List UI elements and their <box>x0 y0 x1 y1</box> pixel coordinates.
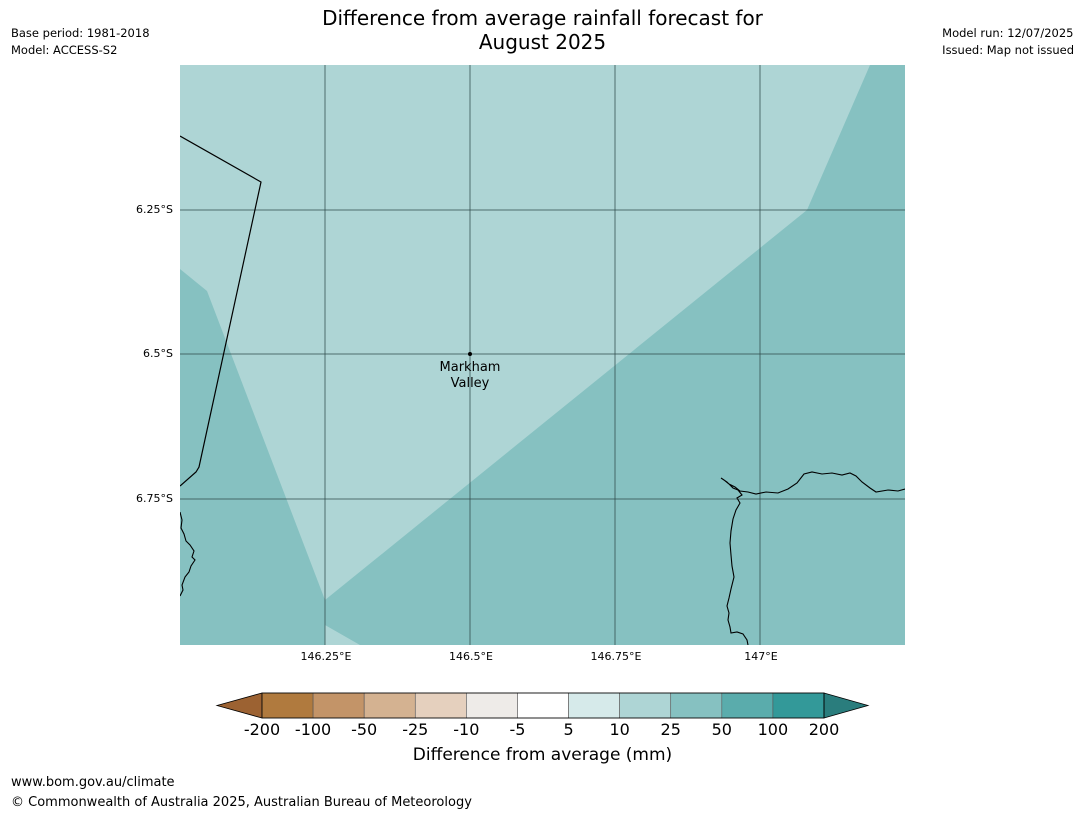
graticule <box>180 65 905 645</box>
rainfall-fill-10-25-corner <box>325 625 360 645</box>
border-line <box>180 135 262 487</box>
place-label-line2: Valley <box>450 376 490 391</box>
map-title-line1: Difference from average rainfall forecas… <box>322 6 763 30</box>
colorbar-tick-label: 5 <box>563 720 574 739</box>
place-label: Markham Valley <box>420 360 520 392</box>
coastline-west <box>180 511 196 597</box>
colorbar-tick-label: 50 <box>711 720 732 739</box>
colorbar-tick-label: 10 <box>609 720 630 739</box>
colorbar-tick-label: -50 <box>351 720 378 739</box>
map-title: Difference from average rainfall forecas… <box>0 6 1085 54</box>
footer-copyright: © Commonwealth of Australia 2025, Austra… <box>11 795 472 810</box>
issued-text: Issued: Map not issued <box>942 43 1074 57</box>
map-title-line2: August 2025 <box>478 30 607 54</box>
lon-tick-146-75: 146.75°E <box>590 650 642 663</box>
lon-tick-146-25: 146.25°E <box>300 650 352 663</box>
lon-tick-146-5: 146.5°E <box>449 650 493 663</box>
metadata-left: Base period: 1981-2018 Model: ACCESS-S2 <box>11 25 150 59</box>
base-period-text: Base period: 1981-2018 <box>11 26 150 40</box>
footer-url[interactable]: www.bom.gov.au/climate <box>11 775 175 790</box>
metadata-right: Model run: 12/07/2025 Issued: Map not is… <box>942 25 1074 59</box>
colorbar-tick-label: 25 <box>660 720 681 739</box>
lat-tick-6-25: 6.25°S <box>136 203 173 216</box>
rainfall-fill-10-25 <box>180 65 870 600</box>
coastline-east <box>720 471 905 645</box>
colorbar-tick-label: -10 <box>453 720 480 739</box>
location-marker <box>468 352 472 356</box>
colorbar-tick-label: -25 <box>402 720 429 739</box>
lat-tick-6-5: 6.5°S <box>143 347 173 360</box>
colorbar-tick-label: 200 <box>808 720 840 739</box>
colorbar-tick-label: -100 <box>294 720 332 739</box>
colorbar-tick-label: 100 <box>757 720 789 739</box>
colorbar-title: Difference from average (mm) <box>412 745 673 765</box>
model-text: Model: ACCESS-S2 <box>11 43 118 57</box>
place-label-line1: Markham <box>439 360 501 375</box>
colorbar-tick-label: -200 <box>243 720 281 739</box>
model-run-text: Model run: 12/07/2025 <box>942 26 1074 40</box>
lon-tick-147: 147°E <box>744 650 778 663</box>
colorbar-tick-label: -5 <box>509 720 526 739</box>
lat-tick-6-75: 6.75°S <box>136 492 173 505</box>
